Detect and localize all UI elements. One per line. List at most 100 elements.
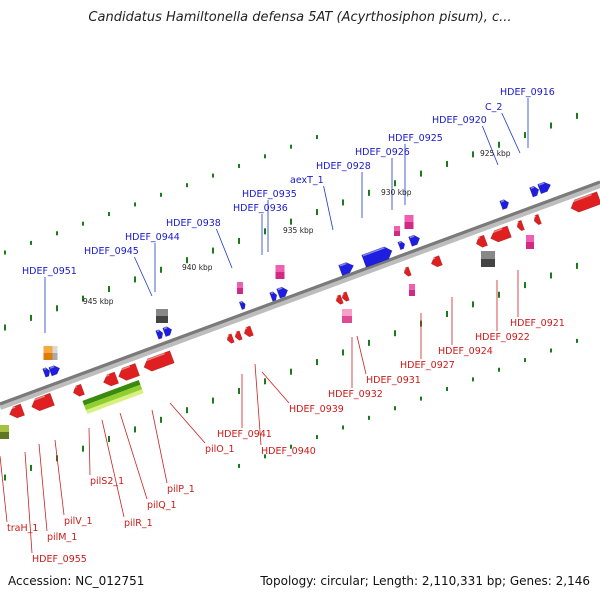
- tick-mark: [446, 310, 448, 317]
- forward-gene-label: HDEF_0936: [233, 203, 288, 214]
- forward-gene-label: HDEF_0928: [316, 161, 371, 172]
- kbp-tick-label: 940 kbp: [182, 263, 213, 272]
- reverse-gene-label: pilQ_1: [147, 500, 177, 511]
- tick-mark: [498, 141, 500, 148]
- forward-gene-label: HDEF_0938: [166, 218, 221, 229]
- tick-mark: [290, 144, 292, 149]
- tick-mark: [368, 415, 370, 420]
- accession-text: Accession: NC_012751: [8, 574, 145, 588]
- forward-gene-feature: [338, 262, 354, 276]
- tick-mark: [4, 474, 6, 481]
- reverse-gene-label: pilP_1: [167, 484, 195, 495]
- tick-mark: [134, 426, 136, 433]
- tick-mark: [394, 406, 396, 411]
- tick-mark: [160, 192, 162, 197]
- grey-feature: [481, 251, 495, 267]
- tick-mark: [134, 276, 136, 283]
- reverse-gene-feature: [117, 363, 141, 381]
- forward-gene-feature: [162, 326, 173, 337]
- label-connector: [88, 427, 91, 476]
- forward-gene-label: HDEF_0925: [388, 133, 443, 144]
- grey-feature: [52, 346, 58, 360]
- pseudogene-block: [394, 226, 400, 236]
- tick-mark: [524, 358, 526, 363]
- green-feature: [0, 425, 9, 439]
- tick-mark: [498, 291, 500, 298]
- tick-mark: [420, 396, 422, 401]
- tick-mark: [30, 240, 32, 245]
- forward-gene-feature: [361, 246, 393, 268]
- kbp-tick-label: 935 kbp: [283, 226, 314, 235]
- tick-mark: [550, 122, 552, 129]
- reverse-gene-feature: [430, 255, 443, 268]
- label-connector: [151, 409, 168, 484]
- reverse-gene-feature: [102, 371, 120, 387]
- forward-gene-label: HDEF_0945: [84, 246, 139, 257]
- tick-mark: [290, 444, 292, 449]
- tick-mark: [108, 436, 110, 443]
- forward-gene-label: HDEF_0916: [500, 87, 555, 98]
- kbp-tick-label: 945 kbp: [83, 297, 114, 306]
- kbp-tick-label: 930 kbp: [381, 188, 412, 197]
- tick-mark: [264, 378, 266, 385]
- map-title: Candidatus Hamiltonella defensa 5AT (Acy…: [88, 10, 512, 25]
- tick-mark: [186, 257, 188, 264]
- forward-gene-feature: [269, 291, 278, 302]
- tick-mark: [472, 377, 474, 382]
- tick-mark: [576, 112, 578, 119]
- tick-mark: [238, 163, 240, 168]
- tick-mark: [238, 237, 240, 244]
- reverse-gene-feature: [489, 225, 512, 243]
- topology-summary: Topology: circular; Length: 2,110,331 bp…: [260, 574, 590, 588]
- forward-gene-feature: [499, 199, 510, 210]
- forward-gene-label: aexT_1: [290, 175, 324, 186]
- label-connector: [482, 125, 499, 166]
- reverse-gene-feature: [226, 333, 235, 344]
- tick-mark: [160, 266, 162, 273]
- tick-mark: [420, 170, 422, 177]
- tick-mark: [56, 305, 58, 312]
- label-connector: [54, 439, 65, 516]
- tick-mark: [368, 189, 370, 196]
- label-connector: [323, 185, 334, 231]
- reverse-gene-feature: [142, 350, 175, 372]
- reverse-gene-feature: [72, 383, 85, 397]
- reverse-gene-label: pilV_1: [64, 516, 93, 527]
- tick-mark: [290, 218, 292, 225]
- tick-mark: [238, 387, 240, 394]
- tick-mark: [394, 180, 396, 187]
- reverse-gene-label: pilR_1: [124, 518, 153, 529]
- label-connector: [119, 412, 148, 500]
- reverse-gene-feature: [403, 266, 412, 277]
- tick-mark: [56, 231, 58, 236]
- tick-mark: [264, 454, 266, 459]
- reverse-gene-feature: [243, 325, 254, 338]
- forward-gene-feature: [48, 365, 61, 377]
- kbp-tick-label: 925 kbp: [480, 149, 511, 158]
- pseudogene-block: [237, 282, 243, 294]
- tick-mark: [316, 359, 318, 366]
- label-connector: [0, 455, 8, 523]
- tick-mark: [576, 262, 578, 269]
- reverse-gene-label: traH_1: [7, 523, 38, 534]
- reverse-gene-label: HDEF_0921: [510, 318, 565, 329]
- forward-gene-label: HDEF_0926: [355, 147, 410, 158]
- green-feature: [82, 380, 144, 414]
- tick-mark: [394, 330, 396, 337]
- forward-gene-label: HDEF_0944: [125, 232, 180, 243]
- label-connector: [501, 112, 521, 154]
- reverse-gene-feature: [475, 234, 488, 248]
- forward-gene-label: HDEF_0935: [242, 189, 297, 200]
- reverse-gene-feature: [30, 392, 55, 412]
- tick-mark: [316, 209, 318, 216]
- label-connector: [254, 363, 262, 446]
- forward-gene-feature: [276, 286, 289, 299]
- tick-mark: [108, 212, 110, 217]
- tick-mark: [550, 272, 552, 279]
- tick-mark: [342, 425, 344, 430]
- tick-mark: [446, 386, 448, 391]
- pseudogene-block: [526, 235, 534, 249]
- tick-mark: [4, 324, 6, 331]
- forward-gene-label: HDEF_0951: [22, 266, 77, 277]
